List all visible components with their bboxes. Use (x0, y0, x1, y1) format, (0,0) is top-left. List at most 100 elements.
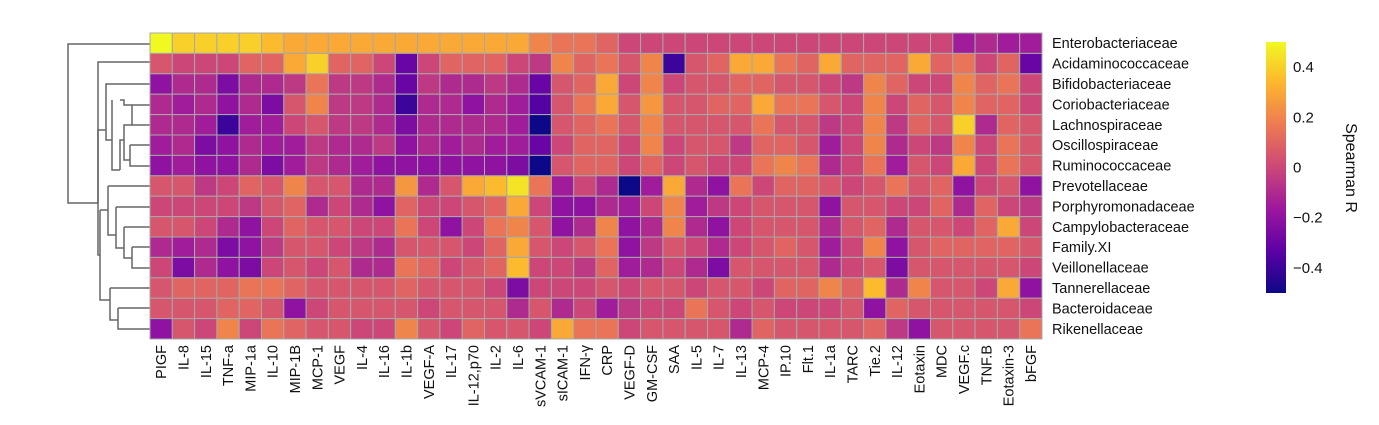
heatmap-cell (484, 318, 508, 340)
heatmap-cell (461, 277, 486, 299)
heatmap-cell (372, 216, 396, 238)
heatmap-cell (930, 114, 954, 136)
heatmap-cell (461, 114, 486, 136)
heatmap-cell (729, 297, 753, 320)
row-label: Ruminococcaceae (1052, 159, 1171, 175)
heatmap-cell (729, 73, 753, 95)
heatmap-cell (617, 154, 642, 177)
heatmap-cell (684, 236, 709, 258)
heatmap-cell (506, 256, 530, 279)
heatmap-cell (684, 297, 709, 320)
heatmap-cell (484, 236, 508, 258)
heatmap-cell (194, 52, 218, 75)
heatmap-cell (907, 175, 932, 197)
heatmap-cell (394, 32, 419, 54)
heatmap-cell (283, 236, 307, 258)
row-label: Veillonellaceae (1052, 261, 1149, 277)
heatmap-cell (773, 256, 798, 279)
heatmap-cell (417, 318, 441, 340)
heatmap-cell (729, 93, 753, 116)
heatmap-cell (595, 236, 619, 258)
heatmap-cell (350, 195, 374, 218)
heatmap-cell (818, 256, 842, 279)
heatmap-cell (528, 277, 552, 299)
heatmap-cell (238, 175, 262, 197)
heatmap-cell (283, 297, 307, 320)
heatmap-cell (952, 73, 976, 95)
heatmap-cell (417, 256, 441, 279)
heatmap-cell (283, 114, 307, 136)
heatmap-cell (194, 73, 218, 95)
heatmap-cell (417, 297, 441, 320)
heatmap-cell (484, 134, 508, 156)
heatmap-cell (1019, 216, 1043, 238)
row-label: Campylobacteraceae (1052, 220, 1189, 236)
heatmap-cell (796, 256, 820, 279)
heatmap-cell (640, 216, 664, 238)
heatmap-cell (751, 256, 775, 279)
heatmap-cell (149, 195, 173, 218)
heatmap-cell (439, 297, 463, 320)
column-label: IL-8 (176, 345, 192, 370)
heatmap-cell (729, 134, 753, 156)
heatmap-cell (305, 73, 329, 95)
heatmap-cell (171, 134, 196, 156)
heatmap-cell (283, 256, 307, 279)
column-label: IL-7 (712, 345, 728, 370)
heatmap-cell (617, 114, 642, 136)
heatmap-cell (885, 114, 909, 136)
heatmap-cell (327, 52, 352, 75)
heatmap-cell (327, 134, 352, 156)
heatmap-cell (885, 216, 909, 238)
column-label: IL-16 (377, 345, 393, 378)
heatmap-cell (372, 297, 396, 320)
heatmap-cell (974, 32, 998, 54)
heatmap-cell (751, 73, 775, 95)
heatmap-cell (283, 216, 307, 238)
heatmap-cell (595, 318, 619, 340)
heatmap-cell (261, 32, 285, 54)
heatmap-cell (640, 318, 664, 340)
heatmap-cell (930, 93, 954, 116)
heatmap-cell (394, 52, 419, 75)
heatmap-cell (261, 73, 285, 95)
heatmap-cell (394, 195, 419, 218)
heatmap-cell (662, 318, 686, 340)
heatmap-cell (996, 73, 1021, 95)
dendrogram-branch (119, 139, 124, 170)
heatmap-cell (818, 73, 842, 95)
heatmap-cell (417, 73, 441, 95)
heatmap-cell (573, 277, 597, 299)
heatmap-cell (350, 114, 374, 136)
column-label: IP.10 (779, 345, 795, 377)
heatmap-cell (394, 175, 419, 197)
heatmap-cell (885, 32, 909, 54)
heatmap-cell (930, 154, 954, 177)
heatmap-cell (751, 195, 775, 218)
heatmap-cell (439, 318, 463, 340)
heatmap-cell (907, 32, 932, 54)
heatmap-cell (372, 52, 396, 75)
heatmap-cell (751, 297, 775, 320)
heatmap-cell (885, 236, 909, 258)
heatmap-cell (461, 256, 486, 279)
heatmap-cell (149, 256, 173, 279)
heatmap-cell (840, 216, 865, 238)
heatmap-cell (840, 73, 865, 95)
heatmap-cell (996, 154, 1021, 177)
heatmap-cell (506, 236, 530, 258)
heatmap-cell (684, 114, 709, 136)
heatmap-cell (952, 93, 976, 116)
heatmap-cell (707, 52, 731, 75)
heatmap-cell (974, 52, 998, 75)
heatmap-cell (261, 175, 285, 197)
heatmap-cell (238, 318, 262, 340)
column-label: IL-1b (399, 345, 415, 378)
heatmap-cell (461, 154, 486, 177)
heatmap-cell (840, 52, 865, 75)
colorbar-tick-label: −0.2 (1293, 210, 1323, 227)
heatmap-cell (595, 216, 619, 238)
heatmap-cell (773, 175, 798, 197)
heatmap-cell (394, 236, 419, 258)
heatmap-cell (863, 52, 887, 75)
